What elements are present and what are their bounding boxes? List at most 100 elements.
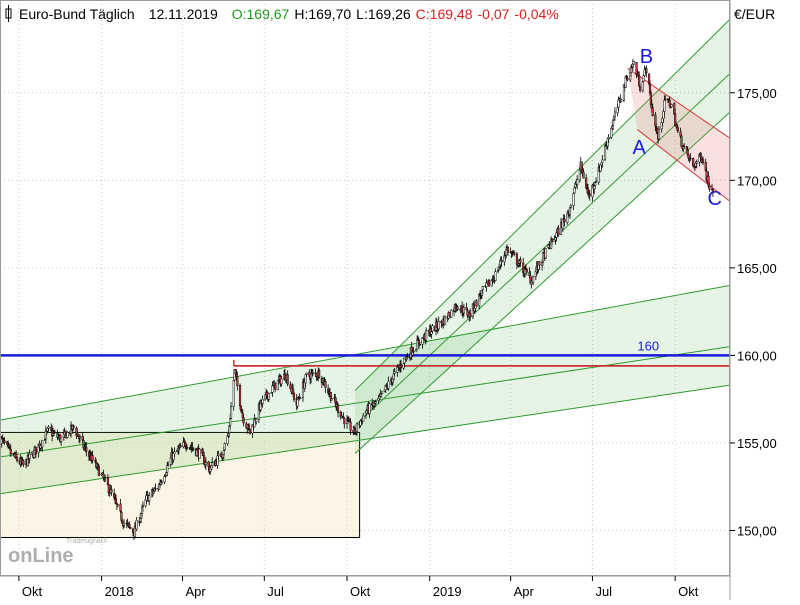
candle-body (236, 376, 239, 387)
candle-body (538, 261, 541, 266)
candle-body (639, 86, 642, 91)
candle-body (680, 135, 683, 147)
instrument-name: Euro-Bund Täglich (19, 6, 135, 22)
y-tick-label: 160,00 (737, 348, 777, 363)
candle-body (594, 182, 597, 186)
candle-body (265, 391, 269, 397)
candle-body (198, 448, 201, 459)
x-tick-label: Okt (350, 584, 371, 599)
candle-body (544, 248, 547, 259)
x-tick-label: 2018 (105, 584, 134, 599)
candle-body (515, 253, 518, 265)
correction-channel-fill (627, 68, 730, 202)
candle-body (342, 416, 345, 419)
candle-body (126, 522, 129, 524)
candle-body (7, 444, 11, 448)
candle-body (304, 374, 307, 384)
candle-body (34, 447, 38, 454)
candle-body (336, 404, 340, 413)
candle-body (481, 286, 484, 290)
candle-body (91, 455, 94, 461)
label-layer: A B C (633, 46, 722, 210)
candle-body (299, 397, 302, 400)
candle-body (676, 127, 679, 132)
candle-body (459, 309, 462, 311)
x-tick-label: Apr (186, 584, 207, 599)
candle-body (638, 75, 641, 87)
candle-body (392, 373, 395, 380)
candle-body (415, 349, 418, 352)
candle-body (645, 68, 648, 74)
candle-body (443, 315, 447, 326)
axis-layer: 150,00 155,00 160,00 165,00 170,00 175,00 Okt 2… (18, 86, 777, 599)
candle-body (114, 498, 118, 503)
candle-body (550, 238, 554, 243)
candle-body (261, 398, 264, 404)
candle-body (695, 161, 698, 164)
candle-body (232, 380, 235, 407)
candle-body (431, 325, 434, 332)
candle-body (585, 177, 588, 189)
candle-body (381, 391, 384, 394)
candle-body (280, 378, 283, 385)
trend-channel-fill (355, 19, 730, 454)
candle-body (128, 523, 131, 527)
trend-channel-fill (0, 285, 730, 494)
candle-body (462, 307, 465, 314)
candle-body (425, 330, 428, 341)
candle-body (22, 460, 25, 466)
header-change: -0,07 (478, 6, 510, 22)
x-tick-label: Jul (595, 584, 612, 599)
candle-body (588, 193, 591, 197)
candle-body (563, 218, 566, 222)
header-date: 12.11.2019 (149, 6, 218, 22)
candle-body (41, 440, 44, 448)
candle-body (330, 398, 333, 401)
candle-body (475, 300, 478, 307)
candle-body (417, 339, 420, 345)
candle-body (557, 227, 560, 236)
candle-body (708, 185, 711, 190)
candle-body (253, 418, 256, 428)
y-tick-label: 170,00 (737, 173, 777, 188)
header-low: L:169,26 (356, 6, 411, 22)
header-change-pct: -0,04% (514, 6, 558, 22)
candle-body (166, 465, 169, 473)
candle-body (368, 403, 371, 414)
candle-body (500, 259, 503, 262)
candle-body (519, 259, 522, 263)
candle-body (318, 370, 321, 378)
candle-body (525, 269, 528, 273)
candle-body (28, 453, 31, 459)
candle-body (416, 339, 419, 350)
y-tick-label: 155,00 (737, 436, 777, 451)
candle-body (135, 520, 138, 530)
candle-body (594, 181, 598, 183)
chart-header: Euro-Bund Täglich 12.11.2019 O:169,67 H:169… (5, 5, 559, 22)
x-tick-label: Apr (514, 584, 535, 599)
candle-body (239, 405, 242, 411)
candle-body (60, 437, 63, 443)
candle-body (601, 159, 604, 164)
candle-body (9, 449, 12, 455)
candle-body (654, 114, 657, 127)
candle-body (670, 104, 673, 107)
candle-body (292, 393, 296, 400)
trend-channel-bottom (354, 111, 731, 454)
candle-body (497, 270, 500, 272)
candle-body (686, 149, 689, 156)
candle-body (651, 107, 654, 116)
candle-body (668, 100, 671, 107)
candle-body (418, 343, 421, 346)
candle-body (704, 162, 707, 171)
candle-body (116, 504, 119, 507)
candle-body (119, 503, 122, 512)
candle-body (612, 120, 615, 126)
candle-body (222, 450, 225, 456)
wave-label: C (707, 188, 721, 210)
candle-body (154, 488, 157, 490)
candle-body (169, 457, 172, 465)
candle-body (102, 473, 105, 478)
